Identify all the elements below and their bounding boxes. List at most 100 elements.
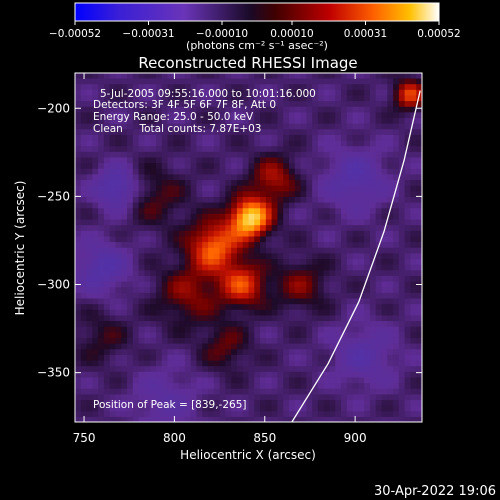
heatmap-cell	[410, 235, 417, 243]
heatmap-cell	[283, 190, 290, 197]
heatmap-cell	[109, 89, 117, 96]
heatmap-cell	[358, 252, 365, 260]
heatmap-cell	[329, 190, 336, 197]
heatmap-cell	[184, 348, 192, 355]
heatmap-cell	[404, 354, 412, 361]
heatmap-cell	[138, 343, 145, 350]
heatmap-cell	[329, 168, 336, 175]
heatmap-cell	[306, 337, 313, 344]
heatmap-cell	[242, 343, 250, 350]
heatmap-cell	[155, 286, 163, 293]
heatmap-cell	[213, 241, 221, 248]
heatmap-cell	[335, 292, 342, 299]
heatmap-cell	[381, 303, 388, 310]
heatmap-cell	[312, 235, 319, 243]
heatmap-cell	[109, 196, 117, 203]
heatmap-cell	[202, 185, 209, 192]
heatmap-cell	[294, 73, 302, 79]
heatmap-cell	[346, 100, 354, 107]
heatmap-cell	[219, 365, 226, 372]
heatmap-cell	[364, 303, 371, 310]
heatmap-cell	[144, 326, 151, 333]
heatmap-cell	[242, 106, 250, 113]
heatmap-cell	[167, 156, 174, 164]
heatmap-cell	[387, 303, 394, 310]
heatmap-cell	[277, 275, 284, 282]
heatmap-cell	[387, 94, 394, 102]
heatmap-cell	[202, 179, 209, 186]
heatmap-cell	[283, 388, 290, 395]
heatmap-cell	[346, 162, 354, 169]
heatmap-cell	[184, 376, 192, 384]
heatmap-cell	[208, 416, 215, 422]
heatmap-cell	[312, 399, 319, 406]
heatmap-cell	[173, 258, 180, 265]
heatmap-cell	[92, 230, 99, 237]
heatmap-cell	[236, 388, 244, 395]
heatmap-cell	[92, 382, 99, 389]
heatmap-cell	[208, 297, 215, 305]
heatmap-cell	[277, 388, 284, 395]
heatmap-cell	[167, 309, 174, 316]
heatmap-cell	[132, 264, 140, 271]
heatmap-cell	[317, 410, 325, 417]
heatmap-cell	[271, 117, 279, 124]
heatmap-cell	[271, 286, 279, 293]
heatmap-cell	[323, 128, 331, 135]
heatmap-cell	[173, 128, 180, 135]
heatmap-cell	[323, 303, 331, 310]
heatmap-cell	[346, 139, 354, 147]
heatmap-cell	[155, 196, 163, 203]
heatmap-cell	[358, 235, 365, 243]
heatmap-cell	[75, 73, 82, 79]
heatmap-cell	[381, 168, 388, 175]
heatmap-cell	[138, 388, 145, 395]
heatmap-cell	[173, 83, 180, 90]
heatmap-cell	[404, 230, 412, 237]
heatmap-cell	[393, 94, 400, 102]
heatmap-cell	[248, 410, 255, 417]
heatmap-cell	[410, 123, 417, 130]
heatmap-cell	[416, 179, 422, 186]
heatmap-cell	[144, 179, 151, 186]
heatmap-cell	[219, 382, 226, 389]
heatmap-cell	[127, 168, 134, 175]
heatmap-cell	[179, 399, 186, 406]
heatmap-cell	[300, 405, 307, 412]
heatmap-cell	[225, 354, 232, 361]
heatmap-cell	[219, 275, 226, 282]
heatmap-cell	[358, 111, 365, 119]
heatmap-cell	[109, 77, 117, 85]
heatmap-cell	[167, 382, 174, 389]
heatmap-cell	[329, 314, 336, 322]
heatmap-cell	[404, 162, 412, 169]
heatmap-cell	[109, 382, 117, 389]
heatmap-cell	[341, 314, 348, 322]
heatmap-cell	[369, 162, 377, 169]
heatmap-cell	[288, 371, 296, 378]
heatmap-cell	[242, 252, 250, 260]
heatmap-cell	[219, 213, 226, 220]
heatmap-cell	[277, 382, 284, 389]
heatmap-cell	[155, 73, 163, 79]
heatmap-cell	[306, 258, 313, 265]
heatmap-cell	[329, 376, 336, 384]
heatmap-cell	[323, 348, 331, 355]
heatmap-cell	[329, 280, 336, 288]
heatmap-cell	[375, 309, 383, 316]
heatmap-cell	[167, 331, 174, 338]
colorbar-tick-label: 0.00031	[344, 28, 387, 40]
heatmap-cell	[98, 117, 105, 124]
heatmap-cell	[161, 258, 169, 265]
heatmap-cell	[80, 264, 88, 271]
heatmap-cell	[312, 309, 319, 316]
heatmap-cell	[80, 286, 88, 293]
heatmap-cell	[283, 297, 290, 305]
heatmap-cell	[231, 393, 238, 401]
heatmap-cell	[381, 106, 388, 113]
heatmap-cell	[138, 134, 145, 141]
heatmap-cell	[248, 388, 255, 395]
heatmap-cell	[416, 202, 422, 209]
heatmap-cell	[208, 77, 215, 85]
heatmap-cell	[196, 196, 203, 203]
